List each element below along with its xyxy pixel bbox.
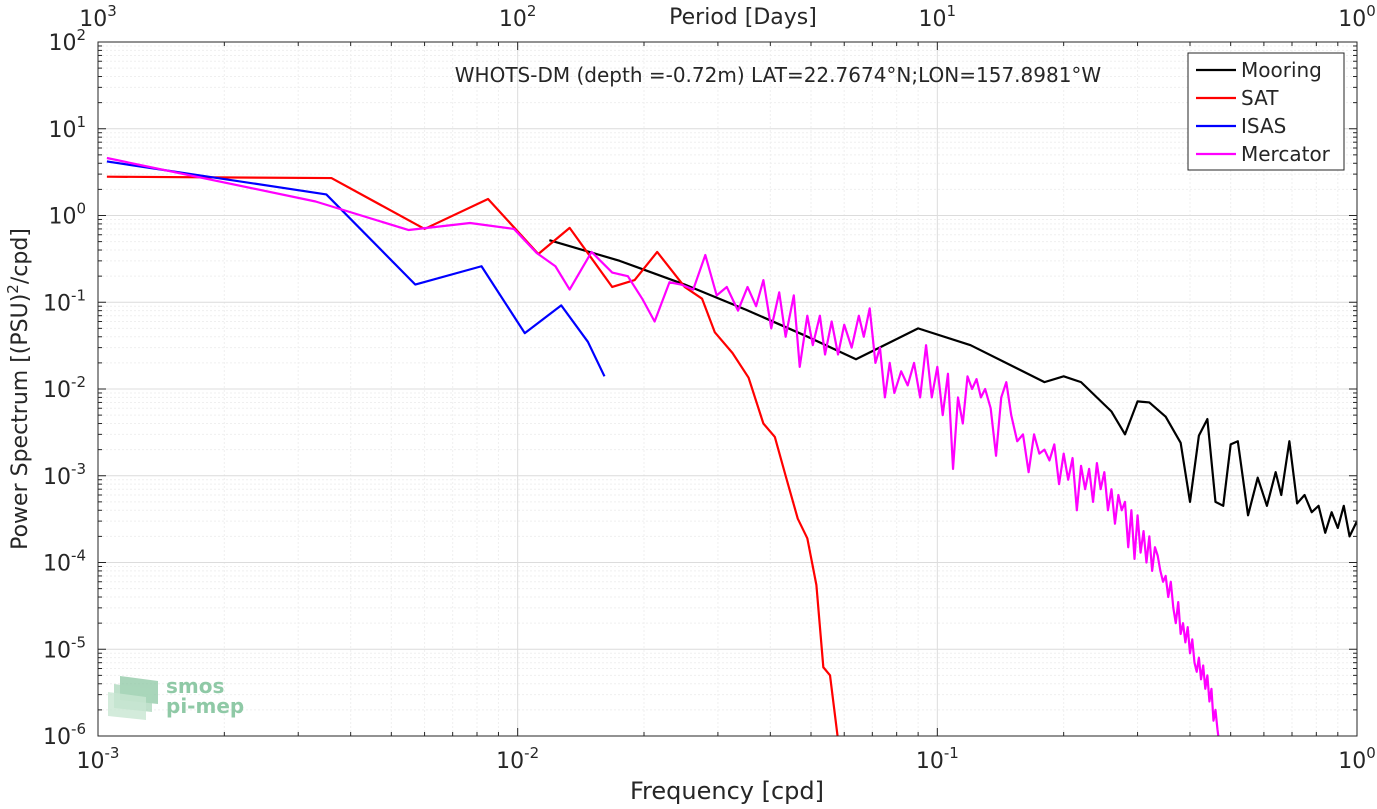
x-tick-label-exponent: -1 <box>944 744 959 762</box>
y-tick-label-base: 10 <box>48 118 76 143</box>
x-tick-label-base: 10 <box>916 749 944 774</box>
y-tick-label-exponent: 0 <box>76 200 86 218</box>
x-tick-label-exponent: -3 <box>105 744 120 762</box>
y-tick-label: 10-4 <box>43 547 86 577</box>
axes-frame <box>97 41 1358 737</box>
legend: Mooring SAT ISAS Mercator <box>1187 52 1345 171</box>
top-tick-label-exponent: 0 <box>1366 2 1376 20</box>
y-tick-label: 10-5 <box>43 633 86 663</box>
y-axis-label: Power Spectrum [(PSU)2/cpd] <box>4 228 33 550</box>
x-tick-labels: 10-3 10-2 10-1 100 <box>77 744 1376 774</box>
series-line-mooring <box>549 239 1357 538</box>
top-tick-labels: 103 102 101 100 <box>79 2 1376 32</box>
top-axis-label: Period [Days] <box>669 5 817 30</box>
logo-layer-3 <box>108 692 146 720</box>
y-tick-label-base: 10 <box>48 205 76 230</box>
y-tick-label: 100 <box>48 200 86 230</box>
x-tick-label: 10-1 <box>916 744 959 774</box>
top-tick-label: 100 <box>1338 2 1376 32</box>
top-tick-label: 103 <box>79 2 117 32</box>
y-axis-label-unit: /cpd] <box>8 228 33 284</box>
legend-box <box>1187 52 1345 171</box>
y-axis-label-main: Power Spectrum [(PSU) <box>8 294 33 550</box>
logo-text-smos: smos <box>166 674 224 698</box>
y-tick-label: 10-2 <box>43 373 86 403</box>
logo-text-pi-mep: pi-mep <box>166 694 244 718</box>
y-tick-label-base: 10 <box>43 465 71 490</box>
x-tick-label-exponent: -2 <box>524 744 539 762</box>
x-tick-label: 100 <box>1338 744 1376 774</box>
top-tick-label-exponent: 3 <box>107 2 117 20</box>
chart-title: WHOTS-DM (depth =-0.72m) LAT=22.7674°N;L… <box>455 63 1102 87</box>
x-tick-label-base: 10 <box>496 749 524 774</box>
y-tick-label: 10-6 <box>43 720 86 750</box>
top-tick-label-exponent: 2 <box>527 2 537 20</box>
top-tick-label: 102 <box>499 2 537 32</box>
top-tick-label-base: 10 <box>919 7 947 32</box>
y-tick-label: 10-1 <box>43 286 86 316</box>
x-tick-label-base: 10 <box>1338 749 1366 774</box>
y-tick-label-base: 10 <box>48 31 76 56</box>
y-tick-label-exponent: -3 <box>71 460 86 478</box>
y-tick-label-base: 10 <box>43 291 71 316</box>
top-tick-label: 101 <box>919 2 957 32</box>
y-tick-label-exponent: -6 <box>71 720 86 738</box>
x-axis-label: Frequency [cpd] <box>630 777 824 805</box>
minor-grid <box>98 42 1357 736</box>
top-tick-label-base: 10 <box>1338 7 1366 32</box>
y-tick-label-exponent: -4 <box>71 547 86 565</box>
y-tick-label-exponent: 1 <box>76 113 86 131</box>
x-tick-label: 10-3 <box>77 744 120 774</box>
y-tick-label-base: 10 <box>43 725 71 750</box>
y-tick-label-exponent: -5 <box>71 633 86 651</box>
smos-logo: smos pi-mep <box>108 674 244 720</box>
y-axis-label-exponent: 2 <box>4 284 22 294</box>
y-tick-label-exponent: -1 <box>71 286 86 304</box>
y-tick-label-base: 10 <box>43 552 71 577</box>
legend-label-mercator: Mercator <box>1241 142 1331 166</box>
legend-label-mooring: Mooring <box>1241 58 1322 82</box>
x-tick-label-exponent: 0 <box>1366 744 1376 762</box>
series-lines <box>106 156 1357 736</box>
legend-label-isas: ISAS <box>1241 114 1286 138</box>
x-tick-label-base: 10 <box>77 749 105 774</box>
top-tick-label-exponent: 1 <box>947 2 957 20</box>
x-tick-label: 10-2 <box>496 744 539 774</box>
y-tick-label-exponent: -2 <box>71 373 86 391</box>
y-tick-label: 10-3 <box>43 460 86 490</box>
series-line-mercator <box>106 156 1220 736</box>
top-tick-label-base: 10 <box>79 7 107 32</box>
top-tick-label-base: 10 <box>499 7 527 32</box>
y-tick-label: 101 <box>48 113 86 143</box>
legend-label-sat: SAT <box>1241 86 1279 110</box>
y-tick-label: 102 <box>48 26 86 56</box>
y-tick-label-base: 10 <box>43 638 71 663</box>
y-tick-label-exponent: 2 <box>76 26 86 44</box>
y-tick-label-base: 10 <box>43 378 71 403</box>
